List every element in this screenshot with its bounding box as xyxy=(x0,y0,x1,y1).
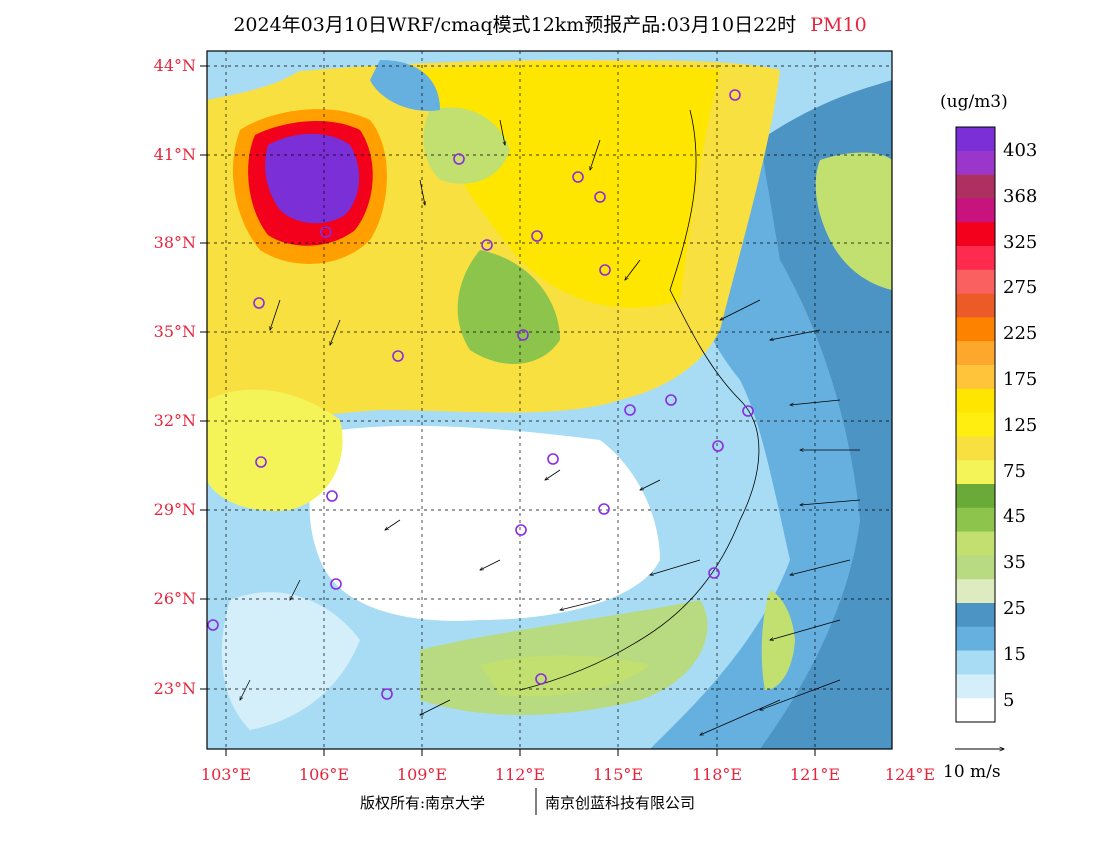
copyright-right: 南京创蓝科技有限公司 xyxy=(545,794,696,812)
lat-label-32: 32°N xyxy=(153,411,196,430)
colorbar-label: 325 xyxy=(1003,231,1038,253)
colorbar-frame xyxy=(955,126,996,723)
lon-label-109: 109°E xyxy=(396,765,448,784)
lat-label-35: 35°N xyxy=(153,322,196,341)
grid-lines xyxy=(207,51,892,749)
lon-label-118: 118°E xyxy=(691,765,743,784)
lon-label-103: 103°E xyxy=(200,765,252,784)
colorbar-swatch xyxy=(956,555,995,580)
colorbar-swatch xyxy=(956,198,995,223)
title-text: 2024年03月10日WRF/cmaq模式12km预报产品:03月10日22时 xyxy=(233,14,797,36)
colorbar-swatch xyxy=(956,174,995,199)
colorbar-label: 25 xyxy=(1003,598,1026,619)
wind-vectors xyxy=(240,119,861,735)
colorbar-swatch xyxy=(956,388,995,413)
lat-label-41: 41°N xyxy=(153,145,196,164)
colorbar-swatch xyxy=(956,650,995,675)
colorbar-swatch xyxy=(956,365,995,390)
colorbar-label: 125 xyxy=(1003,414,1038,436)
lat-label-38: 38°N xyxy=(153,233,196,252)
colorbar-label: 45 xyxy=(1003,506,1026,528)
colorbar-swatch xyxy=(956,222,995,247)
coastline xyxy=(519,109,760,691)
colorbar-label: 5 xyxy=(1003,689,1015,711)
colorbar-swatch xyxy=(956,127,995,152)
axis-ticks xyxy=(200,65,816,756)
colorbar-label: 75 xyxy=(1003,460,1026,482)
colorbar-swatch xyxy=(956,579,995,604)
colorbar-swatch xyxy=(956,412,995,437)
pollutant-label: PM10 xyxy=(810,14,867,36)
colorbar-label: 403 xyxy=(1003,140,1038,161)
colorbar-swatch xyxy=(956,460,995,485)
colorbar xyxy=(955,126,996,723)
lat-label-29: 29°N xyxy=(153,500,196,519)
colorbar-swatch xyxy=(956,674,995,699)
map-title: 2024年03月10日WRF/cmaq模式12km预报产品:03月10日22时 P… xyxy=(0,10,1100,37)
colorbar-swatch xyxy=(956,531,995,556)
colorbar-swatch xyxy=(956,269,995,294)
city-markers xyxy=(207,89,754,700)
colorbar-swatch xyxy=(956,484,995,509)
lon-label-106: 106°E xyxy=(298,765,350,784)
wind-scale-label: 10 m/s xyxy=(943,762,1001,782)
colorbar-label: 175 xyxy=(1003,369,1038,390)
map-frame xyxy=(206,50,893,750)
pollution-field xyxy=(207,51,892,749)
colorbar-swatch xyxy=(956,698,995,723)
lon-label-115: 115°E xyxy=(592,765,644,784)
lon-label-112: 112°E xyxy=(494,765,546,784)
colorbar-swatch xyxy=(956,150,995,175)
colorbar-label: 35 xyxy=(1003,552,1026,574)
colorbar-unit: (ug/m3) xyxy=(940,92,1008,112)
lon-label-121: 121°E xyxy=(789,765,841,784)
colorbar-swatch xyxy=(956,317,995,342)
colorbar-label: 15 xyxy=(1003,643,1026,665)
lat-label-44: 44°N xyxy=(153,56,196,75)
copyright-left: 版权所有:南京大学 xyxy=(360,794,486,812)
colorbar-label: 275 xyxy=(1003,277,1038,299)
colorbar-label: 368 xyxy=(1003,185,1038,207)
colorbar-label: 225 xyxy=(1003,323,1038,345)
colorbar-swatch xyxy=(956,293,995,318)
lat-label-23: 23°N xyxy=(153,679,196,698)
lon-label-124: 124°E xyxy=(884,765,936,784)
colorbar-swatch xyxy=(956,626,995,651)
colorbar-swatch xyxy=(956,436,995,461)
colorbar-swatch xyxy=(956,246,995,271)
colorbar-swatch xyxy=(956,603,995,628)
colorbar-swatch xyxy=(956,507,995,532)
lat-label-26: 26°N xyxy=(153,589,196,608)
colorbar-swatch xyxy=(956,341,995,366)
